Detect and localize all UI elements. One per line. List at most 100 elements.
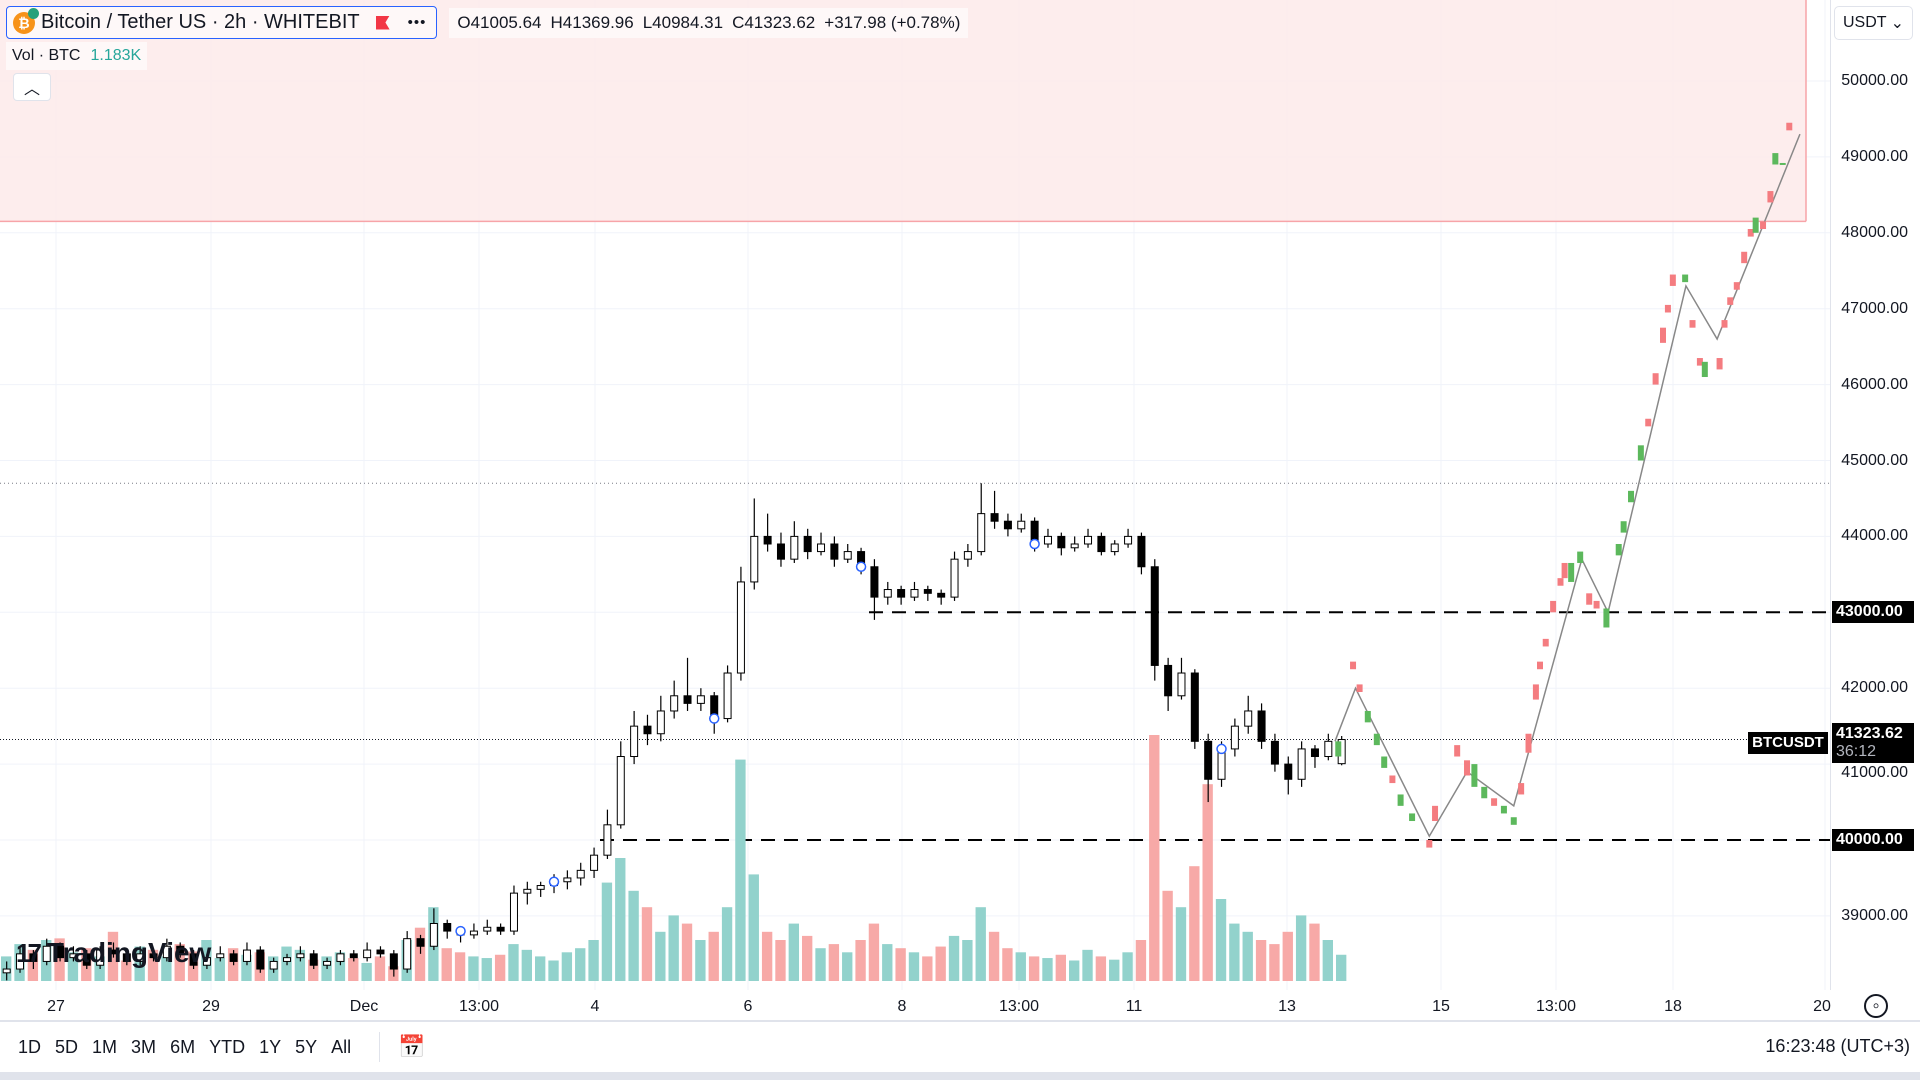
forecast-candle — [1542, 638, 1549, 647]
candle-body — [1284, 763, 1293, 780]
price-label: 50000.00 — [1841, 72, 1908, 89]
range-ytd[interactable]: YTD — [209, 1036, 246, 1057]
forecast-candle — [1464, 760, 1471, 776]
forecast-candle — [1760, 221, 1767, 230]
forecast-candle — [1786, 122, 1793, 131]
candle-body — [56, 945, 65, 959]
range-all[interactable]: All — [331, 1036, 352, 1057]
volume-bar — [214, 958, 225, 981]
volume-bar — [535, 956, 546, 981]
tradingview-logo[interactable]: 17 TradingView — [16, 937, 211, 969]
candle-body — [870, 566, 879, 598]
candle-body — [950, 558, 959, 598]
candle-body — [817, 543, 826, 553]
candle-body — [763, 535, 772, 545]
forecast-candle — [1664, 304, 1671, 313]
forecast-candle — [1701, 361, 1708, 378]
candle-body — [790, 535, 799, 560]
bottom-strip — [0, 1072, 1920, 1080]
candle-body — [843, 551, 852, 560]
volume-bar — [1255, 940, 1267, 981]
volume-bar — [1055, 954, 1066, 981]
candle-body — [2, 968, 11, 974]
volume-bar — [615, 858, 626, 981]
volume-bar — [735, 759, 746, 981]
price-label: 42000.00 — [1841, 679, 1908, 697]
forecast-candle — [1767, 191, 1774, 203]
forecast-candle — [1491, 798, 1498, 806]
candle-body — [643, 725, 652, 735]
candle-body — [656, 710, 665, 735]
volume-bar — [508, 944, 519, 981]
range-5d[interactable]: 5D — [55, 1036, 79, 1057]
time-axis[interactable]: 27 29 Dec 13:00 4 6 8 13:00 11 13 15 13:… — [0, 990, 1831, 1022]
candle-body — [630, 725, 639, 758]
range-1m[interactable]: 1M — [92, 1036, 118, 1057]
candle-body — [1310, 748, 1319, 758]
candle-body — [509, 892, 518, 932]
candle-body — [69, 953, 78, 959]
forecast-candle — [1373, 733, 1380, 746]
range-6m[interactable]: 6M — [170, 1036, 196, 1057]
symbol-legend[interactable]: ₿ Bitcoin / Tether US · 2h · WHITEBIT ••… — [6, 6, 438, 39]
volume-bar — [441, 948, 452, 981]
candle-body — [443, 922, 452, 932]
candle-body — [363, 949, 372, 959]
candle-body — [1084, 535, 1093, 545]
volume-bar — [882, 944, 893, 981]
volume-bar — [708, 931, 719, 981]
forecast-candle — [1669, 274, 1676, 286]
level-tag-43000: 43000.00 — [1832, 601, 1914, 623]
candle-body — [603, 824, 612, 856]
symbol-title[interactable]: Bitcoin / Tether US · 2h · WHITEBIT — [41, 11, 360, 33]
chart-settings-icon[interactable]: ◦ — [1864, 994, 1888, 1018]
range-1y[interactable]: 1Y — [259, 1036, 282, 1057]
forecast-candle — [1682, 274, 1689, 283]
currency-select[interactable]: USDT ⌄ — [1834, 6, 1913, 40]
time-label: 13:00 — [1535, 998, 1577, 1015]
volume-bar — [1042, 958, 1053, 981]
candle-body — [1137, 535, 1146, 568]
candle-body — [109, 949, 118, 955]
candle-body — [723, 672, 732, 720]
forecast-candle — [1716, 358, 1723, 370]
volume-bar — [748, 874, 759, 981]
candle-body — [776, 543, 785, 560]
forecast-candle — [1454, 745, 1461, 757]
range-5y[interactable]: 5Y — [295, 1036, 318, 1057]
clock-timezone[interactable]: 16:23:48 (UTC+3) — [1765, 1036, 1910, 1056]
forecast-candle — [1747, 229, 1754, 237]
volume-bar — [1309, 923, 1320, 981]
forecast-candle — [1772, 153, 1779, 165]
volume-bar — [1069, 960, 1080, 981]
candle-body — [883, 589, 892, 598]
volume-bar — [1135, 940, 1147, 981]
volume-bar — [308, 959, 319, 981]
volume-bar — [481, 958, 492, 981]
candle-body — [269, 960, 278, 970]
bar-countdown: 36:12 — [1836, 743, 1877, 760]
volume-legend[interactable]: Vol · BTC 1.183K — [6, 42, 148, 70]
forecast-candle — [1752, 217, 1759, 233]
candle-body — [469, 930, 478, 936]
forecast-candle — [1637, 445, 1644, 461]
flag-icon[interactable] — [375, 15, 390, 30]
price-axis[interactable]: 50000.00 49000.00 48000.00 47000.00 46000.00… — [1830, 0, 1920, 990]
candle-body — [82, 953, 91, 966]
price-label: 48000.00 — [1841, 223, 1908, 241]
forecast-candle — [1741, 251, 1748, 264]
collapse-legend-button[interactable]: ︿ — [13, 73, 51, 101]
candle-body — [1324, 740, 1333, 758]
ellipsis-icon[interactable]: ••• — [407, 14, 427, 31]
price-chart[interactable] — [0, 0, 1830, 990]
forecast-candle — [1561, 562, 1568, 579]
time-label: 8 — [897, 998, 907, 1015]
price-label: 49000.00 — [1841, 147, 1908, 165]
event-marker — [708, 713, 720, 724]
range-3m[interactable]: 3M — [131, 1036, 157, 1057]
candle-body — [1164, 664, 1173, 697]
candle-body — [496, 926, 505, 932]
goto-date-calendar-icon[interactable]: 📅 — [379, 1032, 426, 1062]
candle-body — [897, 589, 906, 598]
range-1d[interactable]: 1D — [18, 1036, 42, 1057]
